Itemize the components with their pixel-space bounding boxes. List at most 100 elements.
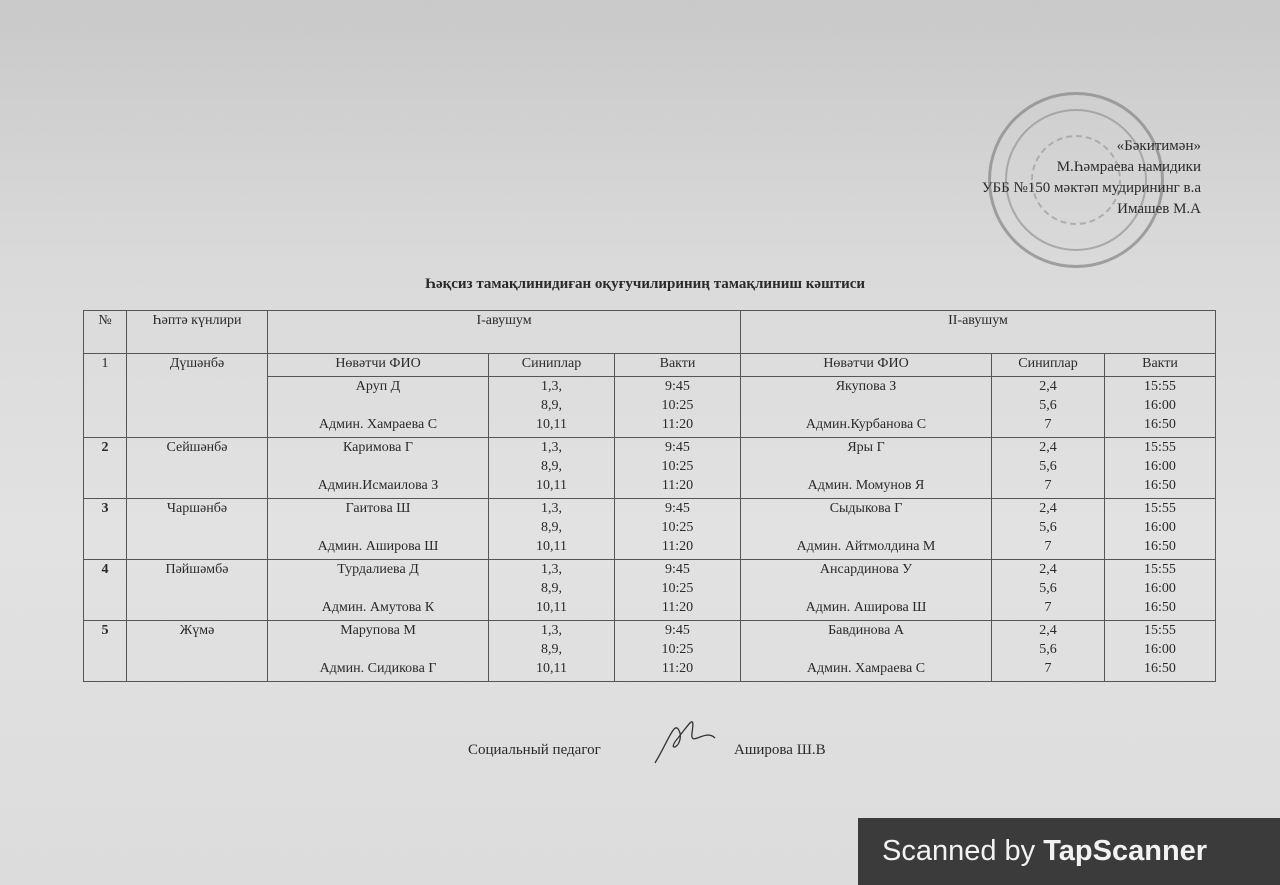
times-cell: 15:55 16:00 16:50 <box>1104 498 1216 560</box>
time-value: 11:20 <box>661 539 694 554</box>
time-value: 16:00 <box>1144 520 1176 535</box>
classes-cell: 1,3, 8,9, 10,11 <box>488 620 615 682</box>
time-value: 15:55 <box>1144 623 1176 638</box>
scanner-watermark: Scanned by TapScanner <box>858 818 1280 885</box>
times-cell: 9:45 10:25 11:20 <box>614 498 741 560</box>
time-value: 16:50 <box>1144 417 1176 432</box>
time-value: 11:20 <box>661 600 694 615</box>
classes-cell: 1,3, 8,9, 10,11 <box>488 559 615 621</box>
duty-person: Аруп Д <box>355 379 401 394</box>
class-group: 10,11 <box>536 661 567 676</box>
approval-line: М.Һәмраева намидики <box>1056 159 1201 175</box>
times-cell: 9:45 10:25 11:20 <box>614 376 741 438</box>
class-group: 5,6 <box>1039 398 1057 413</box>
times-cell: 9:45 10:25 11:20 <box>614 620 741 682</box>
row-num: 4 <box>83 559 127 621</box>
classes-cell: 2,4 5,6 7 <box>991 437 1105 499</box>
subheader-duty: Нөвәтчи ФИО <box>267 353 489 377</box>
signer-name: Аширова Ш.В <box>734 742 826 758</box>
table-row: 3 Чаршәнбә Гаитова Ш Админ. Аширова Ш 1,3, 8,… <box>83 498 1216 560</box>
approval-block: «Бәкитимән» М.Һәмраева намидики УББ №150… <box>982 136 1201 220</box>
time-value: 9:45 <box>665 501 690 516</box>
duty-admin: Админ. Момунов Я <box>807 478 925 493</box>
header-shift-1: I-авушум <box>267 310 741 354</box>
times-cell: 9:45 10:25 11:20 <box>614 437 741 499</box>
classes-cell: 2,4 5,6 7 <box>991 376 1105 438</box>
duty-cell: Турдалиева Д Админ. Амутова К <box>267 559 489 621</box>
time-value: 16:50 <box>1144 600 1176 615</box>
times-cell: 15:55 16:00 16:50 <box>1104 559 1216 621</box>
row-day: Чаршәнбә <box>126 498 268 560</box>
time-value: 11:20 <box>661 417 694 432</box>
time-value: 15:55 <box>1144 501 1176 516</box>
class-group: 8,9, <box>541 398 562 413</box>
row-num: 1 <box>83 353 127 438</box>
duty-admin: Админ. Сидикова Г <box>319 661 437 676</box>
class-group: 8,9, <box>541 642 562 657</box>
duty-person: Марупова М <box>340 623 416 638</box>
time-value: 16:00 <box>1144 642 1176 657</box>
times-cell: 9:45 10:25 11:20 <box>614 559 741 621</box>
time-value: 9:45 <box>665 379 690 394</box>
time-value: 16:00 <box>1144 581 1176 596</box>
duty-cell: Бавдинова А Админ. Хамраева С <box>740 620 992 682</box>
subheader-time: Вакти <box>1104 353 1216 377</box>
classes-cell: 1,3, 8,9, 10,11 <box>488 498 615 560</box>
duty-cell: Якупова З Админ.Курбанова С <box>740 376 992 438</box>
header-num: № <box>83 310 127 354</box>
time-value: 11:20 <box>661 661 694 676</box>
table-row: 2 Сейшәнбә Каримова Г Админ.Исмаилова З 1,3,… <box>83 437 1216 499</box>
duty-admin: Админ.Исмаилова З <box>317 478 439 493</box>
class-group: 8,9, <box>541 581 562 596</box>
class-group: 1,3, <box>541 501 562 516</box>
approval-line: УББ №150 мәктәп мудирининг в.а <box>981 180 1201 196</box>
duty-cell: Каримова Г Админ.Исмаилова З <box>267 437 489 499</box>
times-cell: 15:55 16:00 16:50 <box>1104 620 1216 682</box>
header-days: Һәптә күнлири <box>126 310 268 354</box>
time-value: 15:55 <box>1144 562 1176 577</box>
duty-person: Якупова З <box>835 379 897 394</box>
duty-admin: Админ.Курбанова С <box>805 417 927 432</box>
class-group: 5,6 <box>1039 642 1057 657</box>
subheader-classes: Синиплар <box>991 353 1105 377</box>
duty-person: Яры Г <box>847 440 885 455</box>
row-day: Пәйшәмбә <box>126 559 268 621</box>
row-day: Сейшәнбә <box>126 437 268 499</box>
duty-cell: Аруп Д Админ. Хамраева С <box>267 376 489 438</box>
time-value: 9:45 <box>665 623 690 638</box>
class-group: 7 <box>1044 539 1052 554</box>
class-group: 7 <box>1044 478 1052 493</box>
class-group: 7 <box>1044 600 1052 615</box>
duty-cell: Сыдыкова Г Админ. Айтмолдина М <box>740 498 992 560</box>
schedule-table: № Һәптә күнлири I-авушум II-авушум 1 Дүшә… <box>83 310 1216 682</box>
table-row: 5 Жүмә Марупова М Админ. Сидикова Г 1,3, 8,9,… <box>83 620 1216 682</box>
header-row: № Һәптә күнлири I-авушум II-авушум <box>83 310 1216 354</box>
duty-admin: Админ. Аширова Ш <box>317 539 439 554</box>
duty-person: Ансардинова У <box>819 562 913 577</box>
class-group: 10,11 <box>536 600 567 615</box>
class-group: 2,4 <box>1039 623 1057 638</box>
time-value: 15:55 <box>1144 379 1176 394</box>
time-value: 16:50 <box>1144 661 1176 676</box>
duty-admin: Админ. Амутова К <box>321 600 435 615</box>
subheader-duty: Нөвәтчи ФИО <box>740 353 992 377</box>
classes-cell: 2,4 5,6 7 <box>991 620 1105 682</box>
duty-cell: Ансардинова У Админ. Аширова Ш <box>740 559 992 621</box>
row-day: Дүшәнбә <box>126 353 268 438</box>
document-title: Һәқсиз тамақлинидиған оқуғучилириниң там… <box>424 276 866 292</box>
class-group: 7 <box>1044 661 1052 676</box>
time-value: 10:25 <box>661 398 694 413</box>
time-value: 10:25 <box>661 642 694 657</box>
approval-line: «Бәкитимән» <box>1116 138 1201 154</box>
official-stamp <box>988 92 1164 268</box>
subheader-time: Вакти <box>614 353 741 377</box>
class-group: 8,9, <box>541 520 562 535</box>
signature <box>654 721 716 764</box>
time-value: 9:45 <box>665 440 690 455</box>
time-value: 10:25 <box>661 459 694 474</box>
class-group: 1,3, <box>541 562 562 577</box>
subheader-classes: Синиплар <box>488 353 615 377</box>
class-group: 1,3, <box>541 379 562 394</box>
classes-cell: 2,4 5,6 7 <box>991 559 1105 621</box>
row-num: 3 <box>83 498 127 560</box>
